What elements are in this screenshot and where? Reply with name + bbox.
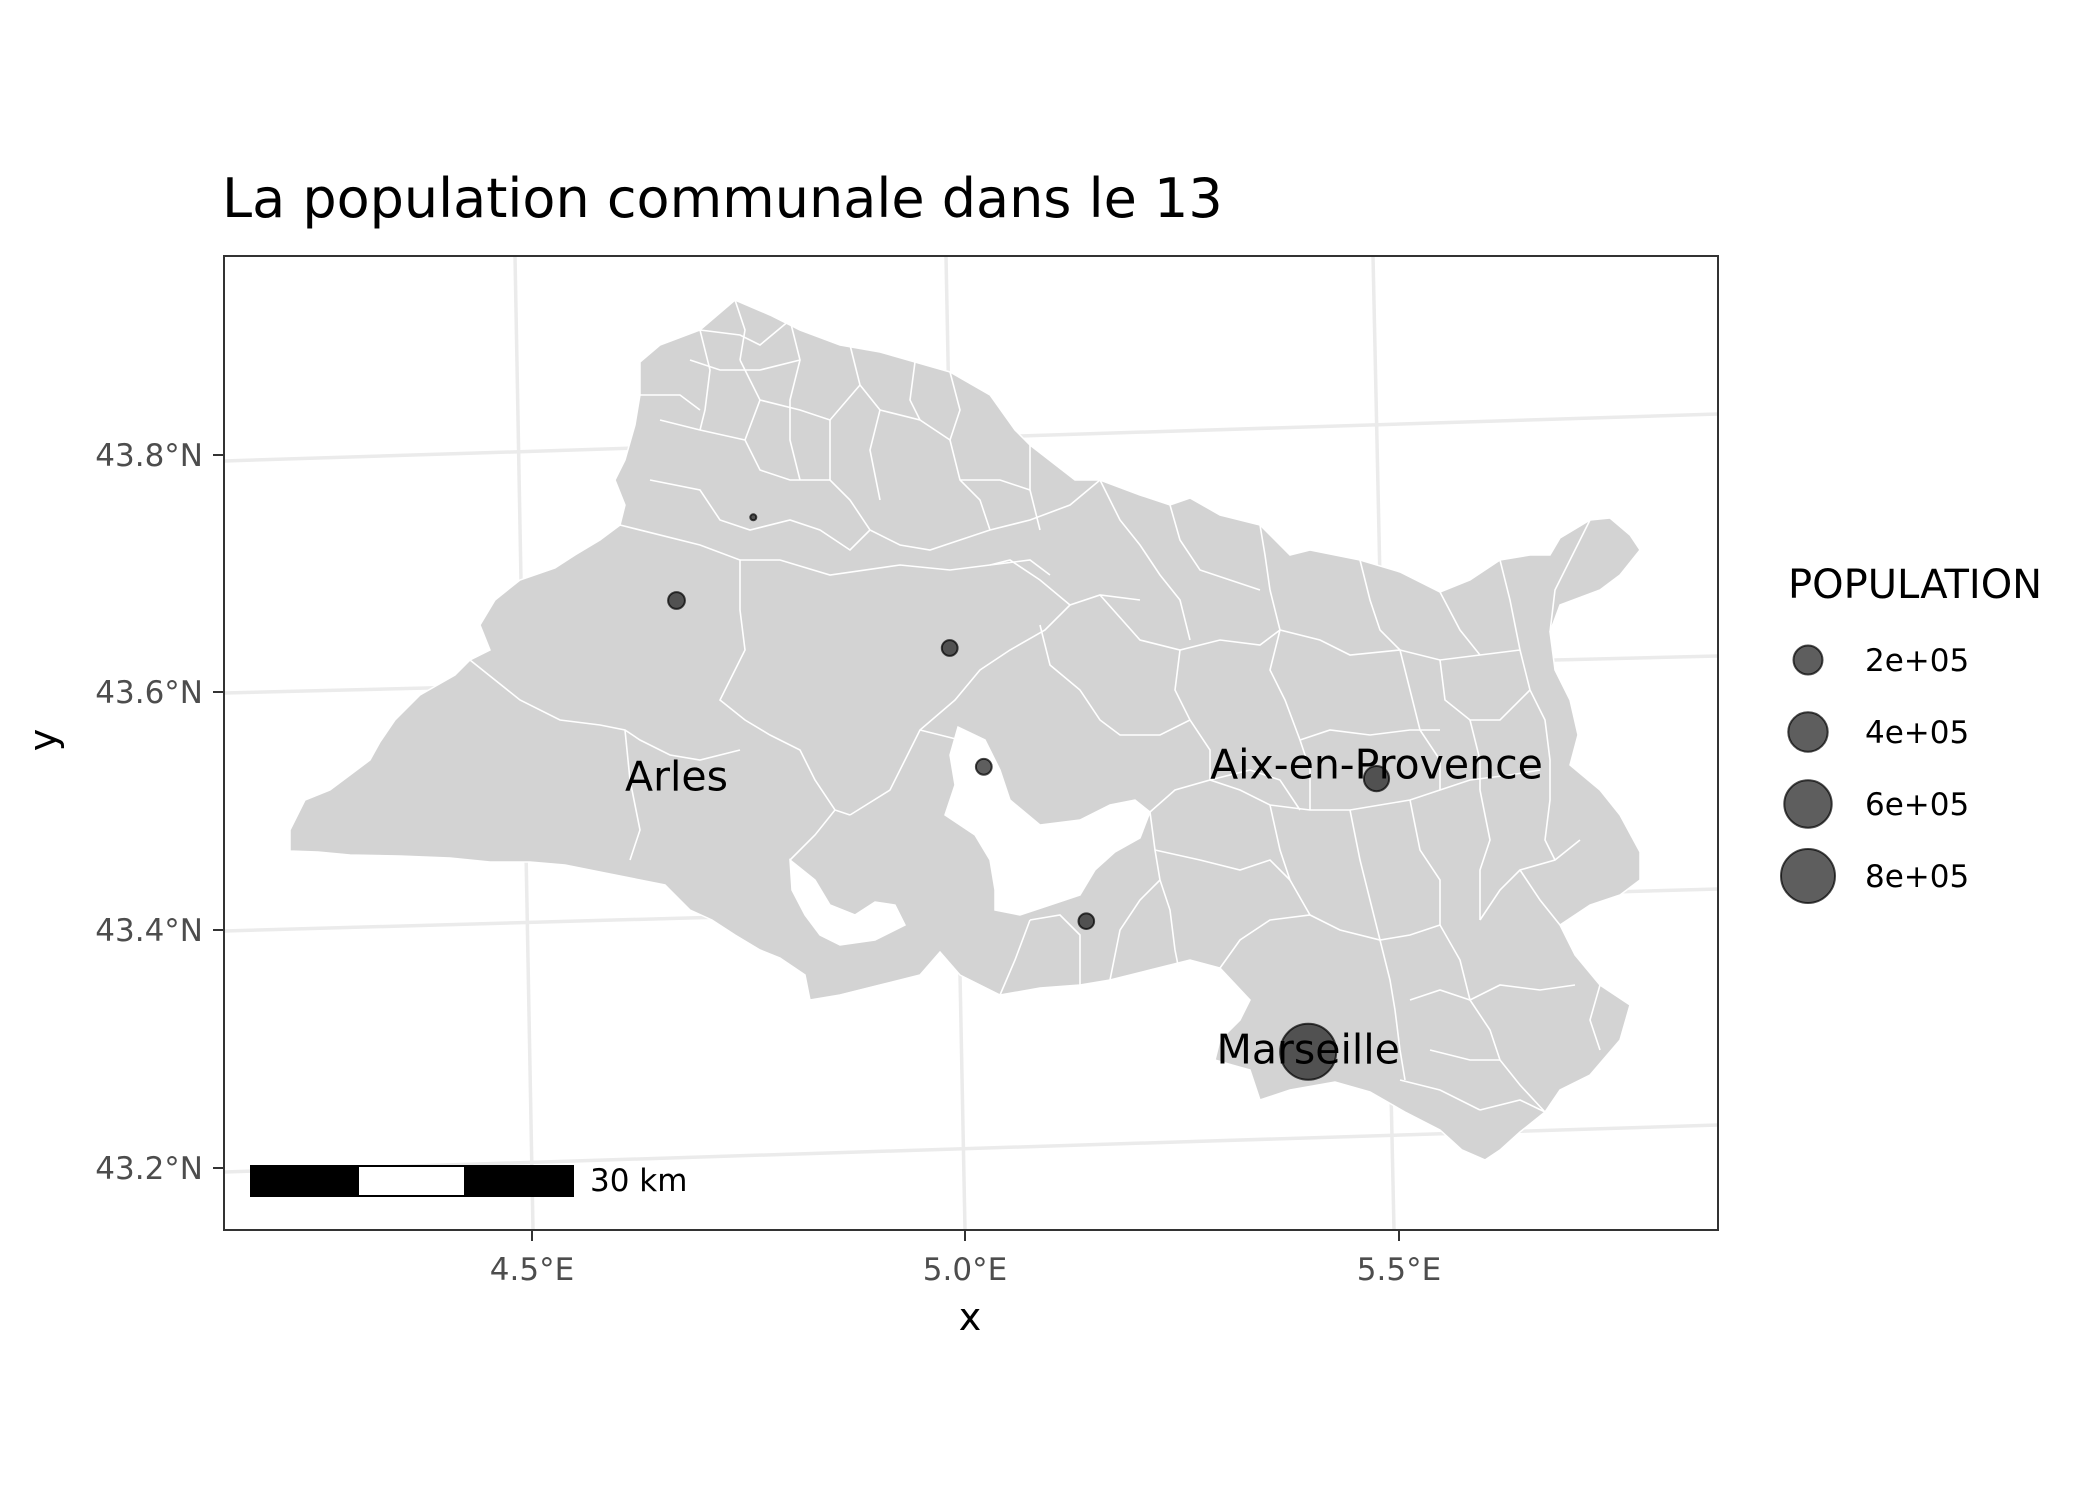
legend-label: 6e+05 [1865,787,1969,823]
legend-key [1792,644,1824,676]
y-tick-label: 43.2°N [95,1151,203,1187]
y-tick-label: 43.6°N [95,675,203,711]
commune-boundaries [469,299,1621,1113]
population-point [1279,1022,1338,1081]
population-point [940,639,959,657]
legend: POPULATION 2e+05 4e+05 6e+05 8e+05 [1780,562,2042,904]
legend-keys: 2e+05 4e+05 6e+05 8e+05 [1780,643,1969,904]
city-label: Marseille [1217,1026,1400,1074]
population-point [974,757,993,776]
scale-bar-segment [464,1165,574,1197]
population-point [749,513,758,522]
legend-label: 4e+05 [1865,715,1969,751]
x-axis: 4.5°E 5.0°E 5.5°E x [490,1230,1441,1339]
scale-bar-segment [250,1165,359,1197]
x-tick-label: 5.5°E [1357,1252,1441,1288]
y-axis-label: y [21,729,65,752]
panel-border [223,255,1719,1231]
population-point [1362,765,1391,793]
x-tick-label: 5.0°E [923,1252,1007,1288]
x-tick-label: 4.5°E [490,1252,574,1288]
golfe-de-fos [789,858,907,946]
x-axis-label: x [959,1295,982,1339]
y-tick-label: 43.8°N [95,438,203,474]
city-labels: Arles Aix-en-Provence Marseille [625,741,1543,1074]
city-label: Arles [625,753,728,801]
map-panel: Arles Aix-en-Provence Marseille 30 km [223,255,1719,1231]
etang-de-berre [944,725,1151,916]
scale-bar-label: 30 km [590,1163,687,1199]
population-points [667,513,1391,1081]
legend-label: 2e+05 [1865,643,1969,679]
legend-key [1787,711,1829,753]
population-point [667,591,686,610]
y-axis: 43.8°N 43.6°N 43.4°N 43.2°N y [21,438,224,1187]
chart-title: La population communale dans le 13 [222,167,1223,230]
scale-bar-segment [357,1165,466,1197]
legend-title: POPULATION [1788,562,2042,608]
department-region [289,299,1641,1161]
legend-key [1780,848,1836,904]
legend-key [1783,779,1833,829]
city-label: Aix-en-Provence [1210,741,1543,789]
scale-bar: 30 km [250,1163,687,1199]
legend-label: 8e+05 [1865,859,1969,895]
population-point [1077,912,1096,931]
y-tick-label: 43.4°N [95,913,203,949]
